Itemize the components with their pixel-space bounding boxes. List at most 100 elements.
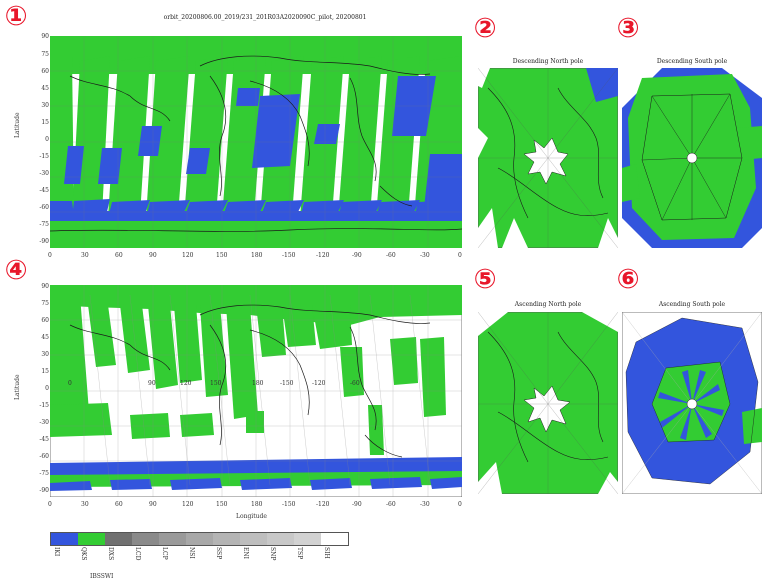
lon-tick: 0	[48, 501, 52, 508]
lon-ticks-bottom: 0 30 60 90 120 150 180 -150 -120 -90 -60…	[44, 501, 468, 511]
lon-tick: 90	[149, 252, 157, 259]
marker-4: ④	[4, 255, 28, 286]
lon-tick: 90	[149, 501, 157, 508]
lat-tick: 45	[41, 334, 49, 341]
colorbar-label: NSI	[188, 547, 195, 559]
lat-tick: 0	[45, 385, 49, 392]
lat-tick: -30	[39, 170, 49, 177]
polar-asc-south	[622, 312, 762, 494]
lon-tick: -120	[316, 252, 330, 259]
lat-tick: 90	[41, 283, 49, 290]
polar-desc-north	[478, 68, 618, 248]
colorbar-labels: IKI QKS DXS LCD LCP NSI SSP ENI SNP TSP …	[50, 547, 347, 571]
polar-asc-north	[478, 312, 618, 494]
lon-tick: 0	[458, 252, 462, 259]
colorbar-swatch-ENI	[240, 533, 267, 545]
lat-tick: -90	[39, 487, 49, 494]
lon-tick: 0	[458, 501, 462, 508]
lon-tick: -150	[282, 501, 296, 508]
colorbar-swatch-DXS	[105, 533, 132, 545]
lat-tick: -60	[39, 453, 49, 460]
marker-6: ⑥	[616, 264, 640, 295]
colorbar-label: IKI	[53, 547, 60, 557]
lat-tick: -30	[39, 419, 49, 426]
lat-tick: 45	[41, 85, 49, 92]
lon-tick: 180	[251, 501, 263, 508]
lat-tick: -90	[39, 238, 49, 245]
colorbar	[50, 532, 349, 546]
lon-tick: -30	[420, 501, 430, 508]
lat-tick: 15	[41, 368, 49, 375]
x-axis-label-bottom: Longitude	[236, 513, 267, 520]
lat-tick: -75	[39, 470, 49, 477]
colorbar-label: LCD	[134, 547, 141, 561]
lon-tick: 150	[216, 252, 228, 259]
lat-tick: -15	[39, 153, 49, 160]
lon-tick: -120	[316, 501, 330, 508]
colorbar-swatch-IKI	[51, 533, 78, 545]
inner-numbers: 0 90 120 150 180 -150 -120 -60	[50, 380, 462, 390]
lat-tick: -45	[39, 187, 49, 194]
colorbar-label: SIH	[323, 547, 330, 559]
marker-2: ②	[473, 13, 497, 44]
inner-number: 150	[210, 380, 222, 387]
lat-tick: 30	[41, 351, 49, 358]
colorbar-label: DXS	[107, 547, 114, 561]
lon-tick: -60	[386, 501, 396, 508]
polar-title-desc-north: Descending North pole	[512, 58, 584, 65]
polar-title-asc-south: Ascending South pole	[658, 301, 726, 308]
colorbar-title: IBSSWI	[90, 573, 114, 580]
lon-tick: 30	[81, 252, 89, 259]
lon-tick: -150	[282, 252, 296, 259]
inner-number: -120	[312, 380, 326, 387]
lon-tick: -60	[386, 252, 396, 259]
lat-ticks-bottom: 90 75 60 45 30 15 0 -15 -30 -45 -60 -75 …	[27, 283, 49, 503]
marker-3: ③	[616, 13, 640, 44]
colorbar-label: ENI	[242, 547, 249, 559]
lon-tick: 150	[216, 501, 228, 508]
lon-tick: 120	[182, 501, 194, 508]
inner-number: 180	[252, 380, 264, 387]
y-axis-label-top: Latitude	[14, 112, 21, 138]
colorbar-label: QKS	[80, 547, 87, 561]
polar-title-desc-south: Descending South pole	[656, 58, 728, 65]
inner-number: -150	[280, 380, 294, 387]
y-axis-label-bottom: Latitude	[14, 374, 21, 400]
colorbar-label: SSP	[215, 547, 222, 560]
main-map-top	[50, 36, 462, 248]
lat-tick: 30	[41, 102, 49, 109]
inner-number: 0	[68, 380, 72, 387]
lon-tick: 0	[48, 252, 52, 259]
lon-tick: 120	[182, 252, 194, 259]
lat-tick: 90	[41, 33, 49, 40]
lon-tick: -30	[420, 252, 430, 259]
lat-tick: 75	[41, 300, 49, 307]
colorbar-label: LCP	[161, 547, 168, 560]
colorbar-swatch-TSP	[294, 533, 321, 545]
colorbar-swatch-LCP	[159, 533, 186, 545]
lon-tick: 60	[115, 252, 123, 259]
inner-number: -60	[350, 380, 360, 387]
lon-ticks-top: 0 30 60 90 120 150 180 -150 -120 -90 -60…	[44, 252, 468, 262]
colorbar-swatch-QKS	[78, 533, 105, 545]
lat-ticks-top: 90 75 60 45 30 15 0 -15 -30 -45 -60 -75 …	[27, 33, 49, 253]
colorbar-swatch-LCD	[132, 533, 159, 545]
lon-tick: 180	[251, 252, 263, 259]
lat-tick: -15	[39, 402, 49, 409]
polar-desc-south	[622, 68, 762, 248]
marker-5: ⑤	[473, 264, 497, 295]
lat-tick: 60	[41, 68, 49, 75]
lat-tick: 15	[41, 119, 49, 126]
lon-tick: -90	[352, 501, 362, 508]
figure-title: orbit_20200806.00_2019/231_201R03A202009…	[163, 14, 367, 21]
polar-title-asc-north: Ascending North pole	[514, 301, 582, 308]
lat-tick: -75	[39, 221, 49, 228]
colorbar-label: TSP	[296, 547, 303, 560]
main-map-bottom	[50, 285, 462, 497]
lon-tick: 60	[115, 501, 123, 508]
colorbar-swatch-SNP	[267, 533, 294, 545]
lon-tick: -90	[352, 252, 362, 259]
lat-tick: 75	[41, 51, 49, 58]
lat-tick: 0	[45, 136, 49, 143]
colorbar-swatch-SSP	[213, 533, 240, 545]
